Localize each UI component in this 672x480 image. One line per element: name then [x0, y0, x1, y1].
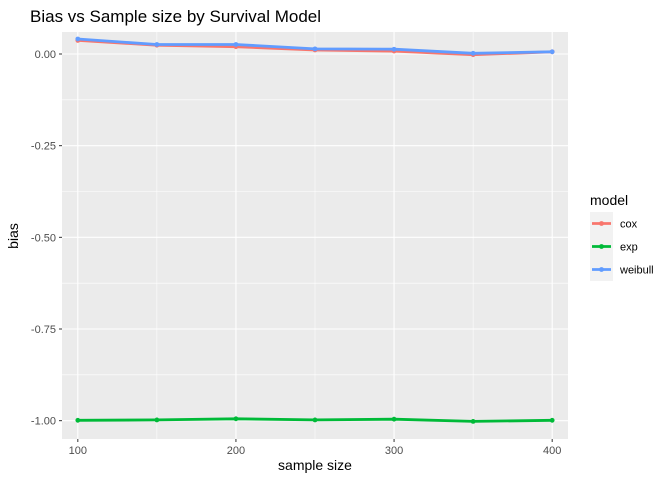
data-point-exp — [233, 416, 239, 422]
y-axis: 0.00 -0.25 -0.50 -0.75 -1.00 — [31, 49, 62, 428]
data-point-exp — [75, 417, 81, 423]
legend-title: model — [590, 192, 628, 208]
data-point-exp — [312, 417, 318, 423]
data-point-weibull — [391, 46, 397, 52]
series-layer — [75, 36, 555, 424]
x-tick-label: 100 — [69, 445, 87, 457]
chart-title: Bias vs Sample size by Survival Model — [30, 7, 321, 26]
series-weibull — [75, 36, 555, 56]
legend-items: cox exp weibull — [590, 212, 654, 281]
y-tick-label: -0.25 — [31, 141, 56, 153]
x-tick-label: 200 — [227, 445, 245, 457]
legend-item-exp: exp — [590, 235, 638, 258]
data-point-weibull — [233, 42, 239, 47]
x-tick-label: 300 — [385, 445, 403, 457]
data-point-exp — [549, 417, 555, 423]
series-exp — [75, 416, 555, 424]
legend: model cox exp weibull — [590, 192, 654, 281]
data-point-weibull — [75, 36, 81, 42]
x-axis-title: sample size — [278, 457, 352, 473]
x-axis: 100 200 300 400 — [69, 439, 561, 457]
data-point-exp — [391, 416, 397, 422]
data-point-weibull — [470, 50, 476, 56]
y-tick-label: -0.75 — [31, 324, 56, 336]
legend-key-point — [599, 244, 604, 249]
y-axis-title: bias — [5, 223, 21, 249]
legend-label: weibull — [619, 265, 654, 277]
data-point-weibull — [312, 46, 318, 52]
y-tick-label: -0.50 — [31, 232, 56, 244]
data-point-weibull — [154, 42, 160, 47]
minor-gridlines — [62, 32, 568, 439]
y-tick-label: -1.00 — [31, 416, 56, 428]
legend-item-cox: cox — [590, 212, 638, 235]
y-tick-label: 0.00 — [35, 49, 56, 61]
x-tick-label: 400 — [543, 445, 561, 457]
legend-label: exp — [620, 242, 638, 254]
legend-label: cox — [620, 219, 638, 231]
data-point-exp — [154, 417, 160, 423]
legend-key-point — [599, 267, 604, 272]
data-point-exp — [470, 419, 476, 424]
legend-key-point — [599, 221, 604, 226]
legend-item-weibull: weibull — [590, 258, 654, 281]
data-point-weibull — [549, 49, 555, 55]
